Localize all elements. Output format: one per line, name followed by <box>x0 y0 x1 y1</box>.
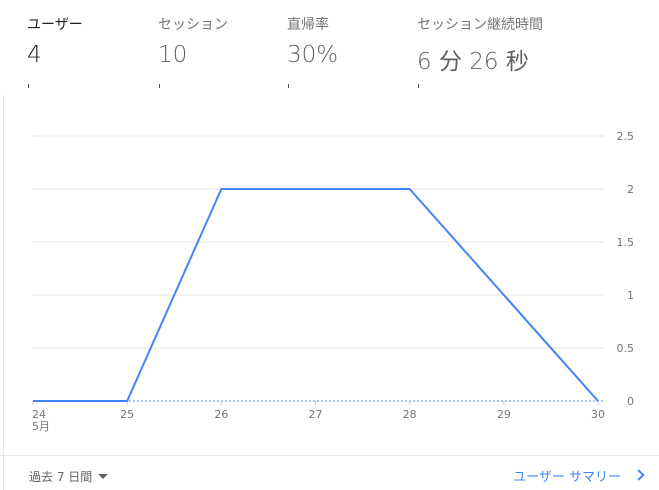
y-tick-label: 1.5 <box>617 236 635 249</box>
user-summary-link[interactable]: ユーザー サマリー <box>513 465 643 485</box>
x-tick-label: 27 <box>309 408 323 421</box>
x-tick-label: 28 <box>403 408 417 421</box>
metric-users-value: 4 <box>27 42 42 68</box>
metric-sessions-label: セッション <box>158 14 228 34</box>
metric-bounce-rate-sparkline <box>288 84 289 88</box>
metric-sessions-sparkline <box>159 84 160 88</box>
x-tick-sublabel: 5月 <box>32 420 50 433</box>
caret-down-icon <box>98 474 108 479</box>
x-tick-label: 30 <box>591 408 605 421</box>
metric-bounce-rate-label: 直帰率 <box>287 14 329 34</box>
metric-session-duration-value: 6 分 26 秒 <box>417 42 529 76</box>
metric-session-duration-sparkline <box>418 84 419 88</box>
chevron-right-icon <box>633 469 644 480</box>
metric-users-label: ユーザー <box>27 14 83 34</box>
x-tick-label: 26 <box>214 408 228 421</box>
x-tick-label: 25 <box>120 408 134 421</box>
y-tick-label: 1 <box>627 289 634 302</box>
user-summary-label: ユーザー サマリー <box>513 466 621 485</box>
metric-session-duration-label: セッション継続時間 <box>417 14 543 34</box>
y-tick-label: 0 <box>627 395 634 408</box>
x-tick-label: 29 <box>497 408 511 421</box>
metric-sessions-value: 10 <box>158 42 187 68</box>
y-tick-label: 2 <box>627 183 634 196</box>
footer-divider <box>0 455 659 456</box>
date-range-dropdown[interactable]: 過去 7 日間 <box>29 467 108 485</box>
y-tick-label: 2.5 <box>617 130 635 143</box>
users-line-chart: 0 0.5 1 1.5 2 2.5 24 5月 25 26 27 28 29 30 <box>0 120 659 435</box>
metric-users-sparkline <box>28 84 29 88</box>
metric-bounce-rate-value: 30% <box>287 42 338 68</box>
date-range-label: 過去 7 日間 <box>29 468 92 485</box>
y-tick-label: 0.5 <box>617 342 635 355</box>
